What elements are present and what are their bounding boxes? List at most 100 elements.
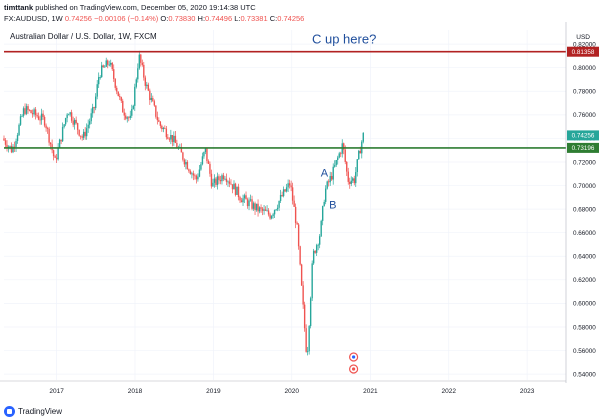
- candle: [291, 187, 294, 201]
- candle: [206, 148, 208, 162]
- candle: [9, 145, 11, 147]
- candle: [159, 121, 162, 126]
- candle: [119, 96, 121, 98]
- candle: [91, 107, 94, 114]
- candle: [243, 195, 246, 199]
- candle: [346, 161, 348, 172]
- candle: [43, 116, 46, 126]
- candle: [96, 84, 98, 97]
- candle: [137, 68, 139, 80]
- candle: [195, 175, 198, 180]
- price-change: −0.00106 (−0.14%): [94, 14, 159, 23]
- footer: TradingView: [4, 406, 62, 417]
- candle: [359, 150, 361, 154]
- tradingview-logo-icon: [4, 406, 15, 417]
- candle: [326, 181, 328, 189]
- event-flag-icon-dot: [352, 355, 356, 359]
- candle: [45, 125, 47, 129]
- candle: [255, 203, 258, 211]
- candle: [158, 120, 160, 122]
- candle: [79, 135, 82, 137]
- candle: [186, 162, 189, 170]
- candle: [288, 183, 291, 186]
- candle: [15, 140, 17, 147]
- candle: [270, 215, 273, 219]
- candle: [335, 160, 337, 166]
- candle: [347, 171, 349, 182]
- candle: [54, 156, 56, 158]
- candle: [93, 107, 95, 109]
- candle: [278, 200, 280, 208]
- publish-info: published on TradingView.com, December 0…: [35, 3, 256, 12]
- candle: [248, 200, 250, 207]
- candle: [27, 106, 29, 110]
- candle: [19, 116, 22, 125]
- candle: [143, 64, 145, 78]
- y-tick-label: 0.58000: [573, 324, 596, 331]
- level-price-label: 0.73196: [572, 145, 595, 152]
- y-tick-label: 0.56000: [573, 348, 596, 355]
- author-name: timttank: [4, 3, 34, 12]
- y-tick-label: 0.60000: [573, 301, 596, 308]
- candle: [85, 128, 88, 137]
- candle: [331, 176, 333, 180]
- high-label: H:: [197, 14, 206, 23]
- candle: [31, 113, 34, 115]
- candle: [272, 214, 274, 216]
- candle: [362, 132, 364, 142]
- annotation-text: B: [329, 200, 336, 212]
- horizontal-lines: [4, 50, 566, 149]
- candle: [267, 210, 270, 215]
- candle: [140, 54, 142, 63]
- candle: [174, 135, 177, 143]
- candle: [57, 147, 59, 160]
- candle: [170, 134, 172, 140]
- event-markers: [349, 352, 359, 374]
- x-tick-label: 2020: [285, 388, 300, 395]
- level-price-label: 0.81358: [572, 49, 595, 56]
- candle: [252, 203, 255, 209]
- last-price-label: 0.74256: [572, 133, 595, 140]
- candle: [246, 199, 249, 207]
- y-tick-label: 0.72000: [573, 159, 596, 166]
- candle: [204, 148, 207, 152]
- candle: [315, 245, 318, 253]
- candle: [69, 112, 71, 115]
- candle: [303, 304, 306, 329]
- candle: [114, 78, 116, 88]
- brand-name: TradingView: [18, 407, 63, 416]
- candle: [78, 129, 80, 136]
- candle: [260, 207, 262, 209]
- candle: [290, 185, 292, 188]
- candle: [212, 182, 214, 187]
- candle: [198, 169, 201, 177]
- candle: [98, 77, 100, 85]
- candle: [16, 135, 19, 141]
- candle: [251, 199, 253, 209]
- candle: [328, 181, 330, 183]
- candle: [22, 108, 25, 116]
- price-axis: USD0.820000.800000.780000.760000.740000.…: [565, 22, 600, 386]
- candle: [108, 64, 110, 66]
- candle: [320, 220, 322, 237]
- candle: [317, 244, 319, 246]
- candle: [138, 54, 140, 69]
- candle: [242, 198, 244, 203]
- candle: [144, 77, 147, 86]
- candle: [279, 194, 282, 201]
- candle: [200, 164, 202, 170]
- candle: [276, 207, 279, 210]
- candle: [81, 136, 83, 138]
- candle: [10, 145, 13, 153]
- candle: [236, 186, 238, 195]
- candle: [194, 175, 196, 177]
- candle: [39, 119, 41, 121]
- candle: [234, 183, 237, 195]
- candle: [87, 124, 89, 129]
- y-tick-label: 0.78000: [573, 89, 596, 96]
- candle: [309, 298, 312, 327]
- candle: [134, 86, 136, 106]
- candle: [64, 118, 67, 125]
- candle: [33, 109, 35, 115]
